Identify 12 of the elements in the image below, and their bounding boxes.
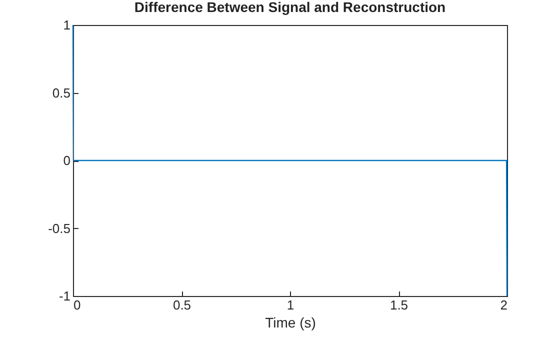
x-tick-label: 1 [286,298,294,312]
x-tick-label: 0.5 [172,298,192,312]
y-tick-label: -0.5 [48,220,70,236]
y-tick-label: -1 [58,288,70,304]
y-tick-label: 0 [63,153,70,168]
x-tick-label: 0 [74,298,81,312]
y-tick-label: 0.5 [52,85,70,100]
x-axis-title: Time (s) [265,314,316,330]
x-tick-label: 2 [500,298,508,312]
y-tick-label: 1 [63,18,70,32]
x-tick-label: 1.5 [390,298,408,312]
chart-title: Difference Between Signal and Reconstruction [134,0,446,15]
